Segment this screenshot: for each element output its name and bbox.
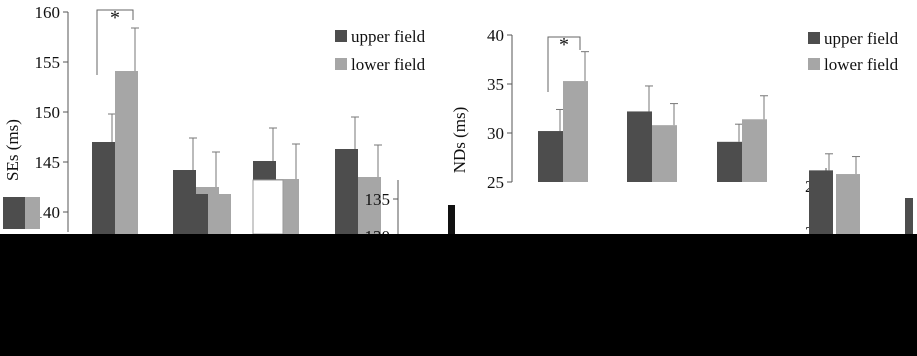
bar-lower: [652, 125, 677, 182]
y-tick-label: 155: [35, 53, 61, 72]
legend-swatch-upper: [808, 32, 820, 44]
y-tick-label: 40: [487, 26, 504, 45]
significance-star: *: [110, 7, 120, 29]
black-overlay: [0, 234, 917, 356]
y-tick-label: 30: [487, 124, 504, 143]
y-axis-label: NDs (ms): [450, 107, 469, 174]
y-tick-label: 150: [35, 103, 61, 122]
legend-swatch-lower: [808, 58, 820, 70]
bar-upper: [905, 198, 913, 234]
chart-right: 25 30 35 40 NDs (ms) * upper field lower field: [450, 26, 899, 192]
bar-upper: [196, 194, 208, 234]
y-axis-label: SEs (ms): [3, 119, 22, 181]
bar-lower: [563, 81, 588, 182]
legend-label-upper: upper field: [351, 27, 426, 46]
bar-lower: [25, 197, 40, 229]
y-tick-label: 35: [487, 75, 504, 94]
bar-upper: [335, 149, 358, 238]
bar-lower: [836, 174, 860, 234]
bar-lower: [358, 177, 381, 238]
dark-mark: [448, 205, 455, 234]
inset-panel: [252, 179, 284, 235]
legend-label-lower: lower field: [351, 55, 426, 74]
bar-lower: [115, 71, 138, 238]
bar-upper: [717, 141, 742, 182]
legend-label-lower: lower field: [824, 55, 899, 74]
bar-upper: [3, 197, 25, 229]
significance-bracket: [96, 9, 134, 75]
y-tick-label: 25: [487, 173, 504, 192]
bar-upper: [627, 111, 652, 182]
legend-label-upper: upper field: [824, 29, 899, 48]
y-tick-label: 140: [35, 203, 61, 222]
bar-upper: [92, 142, 115, 238]
significance-star: *: [559, 34, 569, 56]
bar-lower: [742, 119, 767, 182]
significance-bracket: [547, 36, 581, 92]
bar-upper: [173, 170, 196, 238]
legend-swatch-upper: [335, 30, 347, 42]
y-tick-label: 135: [365, 190, 391, 209]
bar-upper: [809, 170, 833, 234]
legend-swatch-lower: [335, 58, 347, 70]
y-tick-label: 160: [35, 3, 61, 22]
chart-inset-right: 2520: [805, 153, 913, 242]
bar-upper: [538, 131, 563, 182]
y-tick-label: 145: [35, 153, 61, 172]
